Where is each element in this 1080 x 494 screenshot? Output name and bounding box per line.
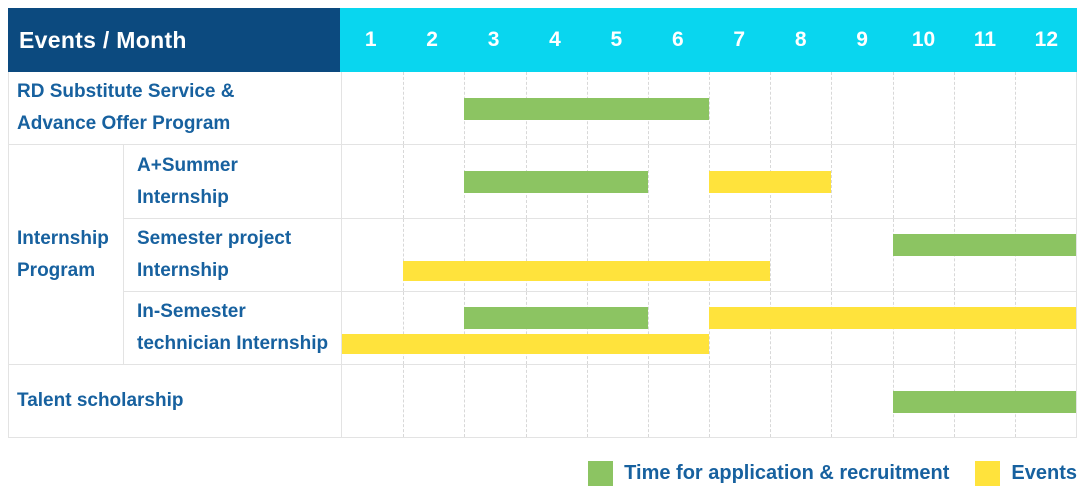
month-gridline xyxy=(403,72,405,144)
legend-item: Time for application & recruitment xyxy=(588,461,949,486)
legend-label: Time for application & recruitment xyxy=(624,462,950,484)
table-row: In-Semester technician Internship xyxy=(124,291,1076,364)
row-label: Talent scholarship xyxy=(9,365,341,437)
row-label-line: In-Semester xyxy=(137,301,246,323)
row-label: In-Semester technician Internship xyxy=(124,292,341,364)
month-header: 8 xyxy=(794,28,807,51)
month-gridline xyxy=(709,219,710,291)
group-label-line: Program xyxy=(17,259,96,281)
month-gridline xyxy=(709,72,710,144)
month-gridline xyxy=(525,219,527,291)
month-gridline xyxy=(831,365,833,437)
month-gridline xyxy=(647,219,649,291)
month-gridline xyxy=(403,145,405,218)
application-bar xyxy=(464,307,648,329)
row-label-line: Talent scholarship xyxy=(17,390,184,412)
month-header: 5 xyxy=(610,28,623,51)
month-gridline xyxy=(892,72,894,144)
month-gridline xyxy=(525,365,527,437)
application-bar xyxy=(464,171,648,193)
table-row: A+Summer Internship xyxy=(124,145,1076,218)
table-body: RD Substitute Service & Advance Offer Pr… xyxy=(8,72,1077,438)
application-swatch-icon xyxy=(588,461,614,486)
month-gridline xyxy=(831,145,833,218)
events-bar xyxy=(403,261,771,281)
month-gridline xyxy=(892,145,894,218)
gantt-row-track xyxy=(341,219,1076,291)
month-header: 10 xyxy=(911,28,936,51)
header-row: Events / Month 1 2 3 4 5 6 7 8 9 10 11 1… xyxy=(8,8,1077,72)
month-gridline xyxy=(464,219,466,291)
legend-label: Events xyxy=(1011,462,1077,484)
events-swatch-icon xyxy=(975,461,1001,486)
month-header: 6 xyxy=(671,28,684,51)
month-gridline xyxy=(953,145,955,218)
row-label: RD Substitute Service & Advance Offer Pr… xyxy=(9,72,341,144)
events-bar xyxy=(709,307,1076,329)
events-bar xyxy=(709,171,832,193)
month-gridline xyxy=(403,219,405,291)
month-header-strip: 1 2 3 4 5 6 7 8 9 10 11 12 xyxy=(340,8,1077,72)
application-bar xyxy=(464,98,709,120)
group-body: A+Summer Internship Semester project Int… xyxy=(124,145,1076,364)
group-label: Internship Program xyxy=(9,145,124,364)
month-gridline xyxy=(770,219,772,291)
gantt-row-track xyxy=(341,292,1076,364)
month-gridline xyxy=(770,72,772,144)
month-header: 3 xyxy=(487,28,500,51)
row-label-line: A+Summer xyxy=(137,154,238,176)
gantt-row-track xyxy=(341,365,1076,437)
group-label-line: Internship xyxy=(17,227,109,249)
month-gridline xyxy=(647,145,649,218)
month-gridline xyxy=(647,292,649,364)
table-row: Semester project Internship xyxy=(124,218,1076,291)
legend: Time for application & recruitment Event… xyxy=(588,461,1077,486)
row-label: Semester project Internship xyxy=(124,219,341,291)
gantt-row-track xyxy=(341,145,1076,218)
row-label-line: Advance Offer Program xyxy=(17,113,231,134)
row-label-line: Internship xyxy=(137,260,229,281)
month-header: 4 xyxy=(549,28,561,51)
row-label-line: Semester project xyxy=(137,228,292,250)
month-gridline xyxy=(831,72,833,144)
month-gridline xyxy=(770,365,772,437)
row-label-line: Internship xyxy=(137,186,229,208)
month-gridline xyxy=(709,365,710,437)
month-gridline xyxy=(586,365,588,437)
table-title: Events / Month xyxy=(8,8,340,72)
month-header: 2 xyxy=(426,28,438,51)
month-header: 12 xyxy=(1034,28,1059,51)
month-header: 1 xyxy=(364,28,377,51)
legend-item: Events xyxy=(975,461,1077,486)
month-gridline xyxy=(647,365,649,437)
month-gridline xyxy=(953,72,955,144)
month-gridline xyxy=(586,219,588,291)
table-row-group: Internship Program A+Summer Internship xyxy=(9,145,1076,365)
table-row: RD Substitute Service & Advance Offer Pr… xyxy=(9,72,1076,145)
month-gridline xyxy=(831,219,833,291)
gantt-table: Events / Month 1 2 3 4 5 6 7 8 9 10 11 1… xyxy=(8,8,1077,438)
month-gridline xyxy=(464,365,466,437)
month-gridline xyxy=(1014,72,1016,144)
month-header: 9 xyxy=(856,28,868,51)
month-header: 7 xyxy=(733,28,746,51)
month-gridline xyxy=(403,292,405,364)
table-row: Talent scholarship xyxy=(9,365,1076,438)
events-bar xyxy=(342,334,709,354)
row-label-line: RD Substitute Service & xyxy=(17,81,235,103)
month-header: 11 xyxy=(973,28,997,51)
application-bar xyxy=(892,234,1076,256)
month-gridline xyxy=(403,365,405,437)
application-bar xyxy=(892,391,1076,413)
month-gridline xyxy=(1014,145,1016,218)
gantt-row-track xyxy=(341,72,1076,144)
row-label: A+Summer Internship xyxy=(124,145,341,218)
row-label-line: technician Internship xyxy=(137,333,329,354)
